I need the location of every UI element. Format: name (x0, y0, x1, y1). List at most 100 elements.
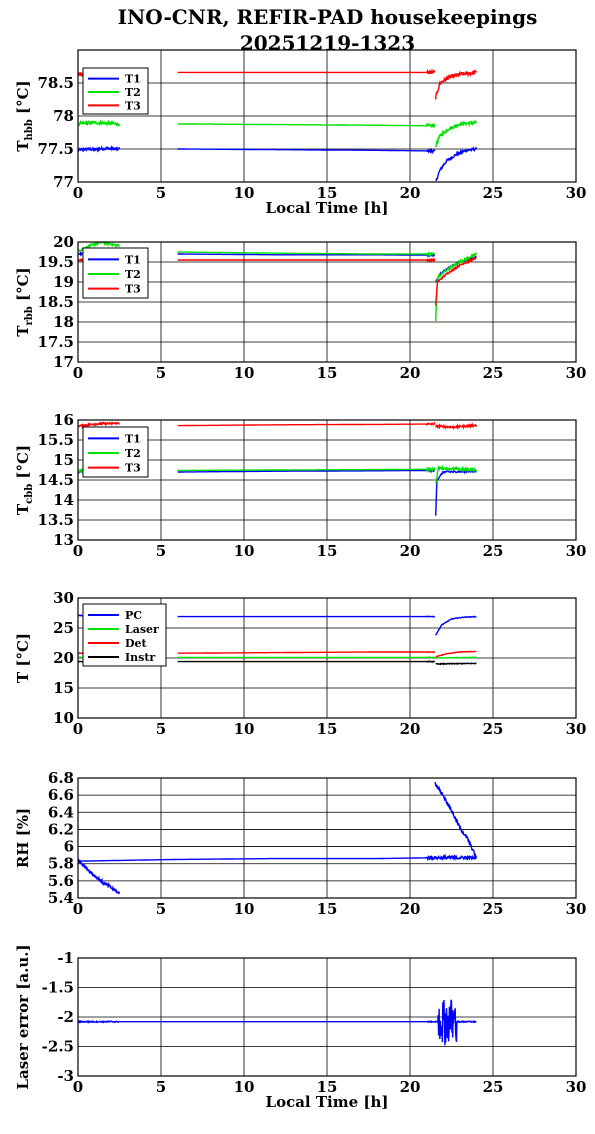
x-tick-label: 15 (317, 184, 338, 202)
series-segment (177, 467, 436, 474)
x-tick-label: 30 (566, 542, 587, 560)
series-segment (177, 257, 436, 263)
panel-6: 0 5 10 15 20 25 30 -3 -2.5 -2 -1.5 -1 Laser error [a… (14, 944, 586, 1111)
series-segment (177, 650, 436, 654)
y-tick-label: 5.6 (48, 872, 74, 890)
x-tick-label: 5 (156, 184, 166, 202)
y-axis-label: RH [%] (14, 808, 32, 868)
legend-label: T3 (125, 99, 141, 112)
x-tick-label: 10 (234, 364, 255, 382)
series-segment (434, 999, 477, 1046)
legend-label: Laser (125, 623, 159, 636)
series-segment (177, 615, 436, 618)
x-tick-label: 30 (566, 720, 587, 738)
legend-label: PC (125, 609, 142, 622)
y-tick-label: 15 (53, 679, 74, 697)
y-tick-label: 6.6 (48, 786, 74, 804)
panel-5: 0 5 10 15 20 25 30 5.45.65.866.26.46.66.8 RH [%] (14, 769, 586, 918)
legend-label: T3 (125, 283, 141, 296)
x-tick-label: 25 (483, 900, 504, 918)
legend-label: T3 (125, 462, 141, 475)
x-tick-label: 5 (156, 542, 166, 560)
x-tick-label: 30 (566, 364, 587, 382)
x-tick-label: 25 (483, 364, 504, 382)
legend-label: Det (125, 637, 148, 650)
series-segment (435, 468, 477, 516)
series-segment (177, 122, 436, 129)
x-tick-label: 20 (400, 1078, 421, 1096)
series-line-1 (78, 999, 477, 1046)
y-tick-label: 5.8 (48, 855, 74, 873)
y-tick-label: 5.4 (48, 889, 74, 907)
y-axis-label-unit: [°C] (14, 80, 32, 119)
series-segment (434, 781, 478, 859)
legend-label: T2 (125, 268, 141, 281)
x-tick-label: 20 (400, 720, 421, 738)
x-tick-label: 25 (483, 1078, 504, 1096)
series-segment (78, 858, 121, 895)
y-axis-label-unit: [°C] (14, 445, 32, 484)
y-axis-label: Trbb [°C] (14, 267, 35, 336)
title-line-1: INO-CNR, REFIR-PAD housekeepings (117, 5, 538, 29)
x-tick-label: 20 (400, 900, 421, 918)
y-tick-label: 17.5 (37, 333, 74, 351)
series-t2-2 (78, 119, 477, 148)
panel-4: 0 5 10 15 20 25 30 10 15 20 25 30 T [°C] PCLaserDetIn… (14, 589, 586, 738)
series-segment (435, 119, 477, 148)
x-tick-label: 0 (73, 900, 83, 918)
plot-frame (77, 597, 577, 719)
legend-label: Instr (125, 651, 155, 664)
x-tick-label: 5 (156, 1078, 166, 1096)
x-tick-label: 10 (234, 720, 255, 738)
series-line-1 (78, 781, 478, 895)
panel-3: 0 5 10 15 20 25 30 13 13.5 14 14.5 15 15.5 16 Tcbb [°C… (14, 411, 586, 560)
x-tick-label: 15 (317, 720, 338, 738)
x-tick-label: 0 (73, 364, 83, 382)
y-tick-label: -2.5 (42, 1038, 74, 1056)
y-axis-label-sub: cbb (24, 484, 35, 504)
series-segment (435, 656, 477, 659)
x-axis-label: Local Time [h] (266, 199, 389, 217)
series-segment (177, 252, 436, 258)
y-tick-label: 13 (53, 531, 74, 549)
y-tick-label: -3 (57, 1067, 74, 1085)
series-segment (435, 662, 477, 666)
y-tick-label: 10 (53, 709, 74, 727)
y-tick-label: 20 (53, 649, 74, 667)
y-tick-label: 18.5 (37, 293, 74, 311)
series-segment (435, 650, 477, 658)
y-tick-label: -1 (57, 949, 74, 967)
y-axis-label-main: T (14, 325, 32, 337)
series-segment (119, 1020, 436, 1024)
series-segment (177, 251, 435, 258)
x-tick-label: 0 (73, 184, 83, 202)
x-tick-label: 30 (566, 1078, 587, 1096)
x-tick-label: 25 (483, 720, 504, 738)
y-tick-label: 6.4 (48, 803, 74, 821)
y-tick-label: 14 (53, 491, 74, 509)
series-segment (78, 1019, 120, 1024)
y-tick-label: 6.2 (48, 820, 74, 838)
y-tick-label: 30 (53, 589, 74, 607)
y-tick-label: 19 (53, 273, 74, 291)
series-segment (435, 251, 478, 323)
x-tick-label: 15 (317, 542, 338, 560)
panel-2: 0 5 10 15 20 25 30 17 17.5 18 18.5 19 19.5 20 Trbb [°C… (14, 233, 586, 382)
x-tick-label: 25 (483, 542, 504, 560)
x-axis-label: Local Time [h] (266, 1093, 389, 1111)
series-segment (435, 145, 478, 182)
y-tick-label: 78 (53, 107, 74, 125)
y-tick-label: 15.5 (37, 431, 74, 449)
title-line-2: 20251219-1323 (239, 31, 416, 55)
chart-title: INO-CNR, REFIR-PAD housekeepings 2025121… (0, 4, 595, 56)
x-tick-label: 20 (400, 364, 421, 382)
y-tick-label: 14.5 (37, 471, 74, 489)
series-segment (78, 853, 478, 862)
series-segment (78, 421, 121, 430)
x-tick-label: 10 (234, 900, 255, 918)
series-segment (177, 147, 436, 155)
y-axis-label-main: Laser error [a.u.] (14, 944, 32, 1089)
